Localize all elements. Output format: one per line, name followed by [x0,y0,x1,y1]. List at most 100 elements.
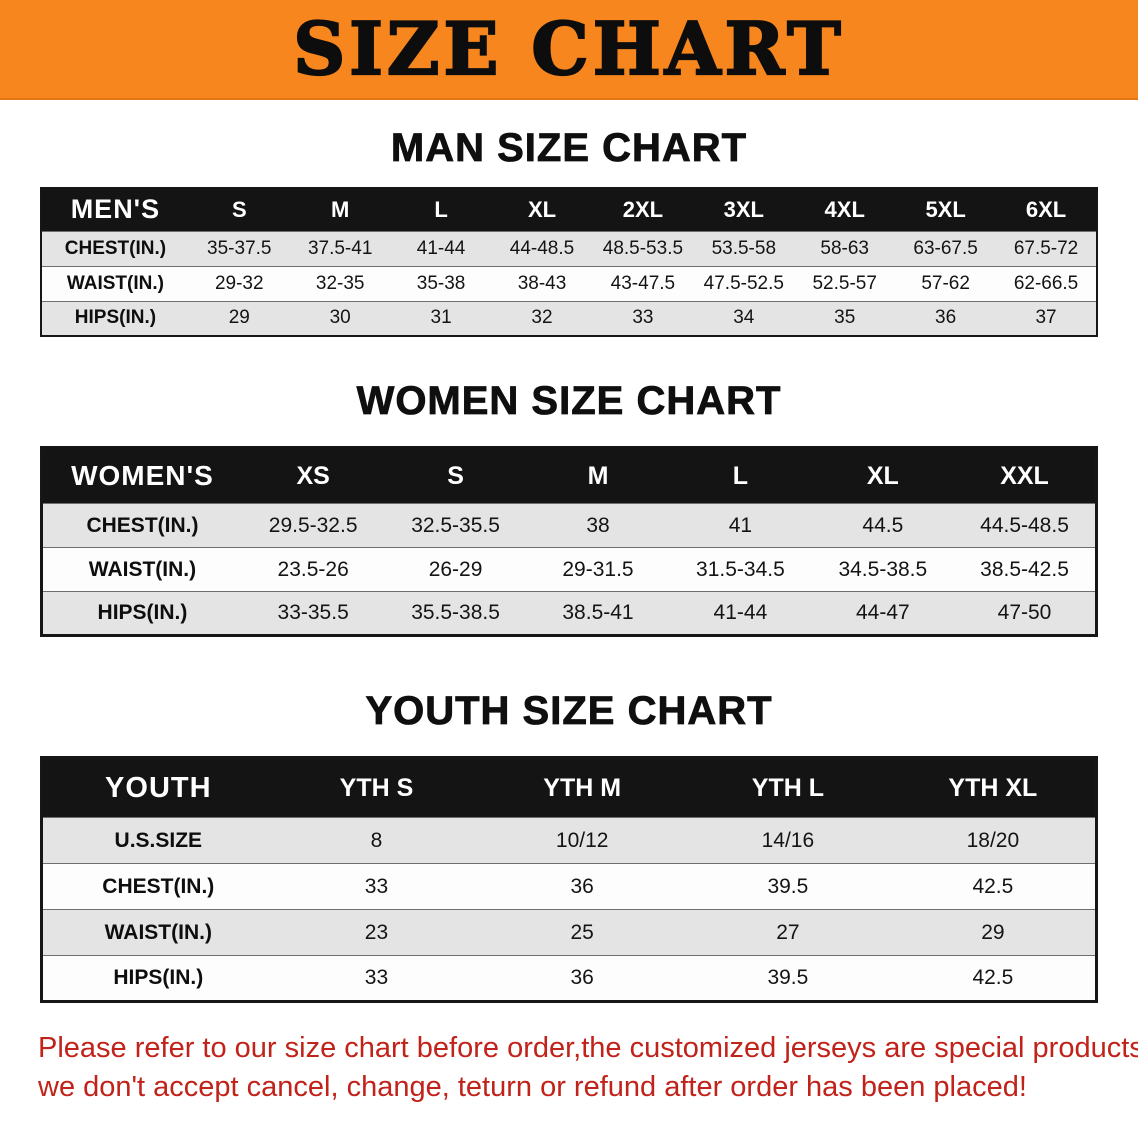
size-value-cell: 44-47 [855,601,910,624]
youth-section: YOUTH SIZE CHART YOUTH YTH S YTH M YTH L YTH… [0,689,1138,1003]
women-size-table: WOMEN'S XS S M L XL XXL CHEST(IN.) 29.5-32.5 32.5… [40,446,1098,637]
size-value-cell: 44.5-48.5 [980,513,1069,537]
size-value-cell: 35-37.5 [207,237,272,259]
size-column-header: 3XL [693,188,795,231]
size-value-cell: 39.5 [767,874,809,898]
size-value-cell: 33 [632,307,654,329]
men-size-table: MEN'S S M L XL 2XL 3XL 4XL 5XL 6XL CHEST(IN.) 35-37… [40,187,1098,337]
men-section: MAN SIZE CHART MEN'S S M L XL 2XL 3XL 4XL 5XL 6XL… [0,126,1138,337]
size-value-cell: 58-63 [820,237,870,259]
table-header-row: YOUTH YTH S YTH M YTH L YTH XL [41,757,1097,818]
size-value-cell: 31.5-34.5 [696,557,785,581]
size-value-cell: 44.5 [862,513,904,537]
size-column-header: 5XL [895,188,997,231]
size-value-cell: 38 [586,513,610,537]
banner: SIZE CHART [0,0,1138,100]
men-section-heading: MAN SIZE CHART [390,126,748,171]
size-value-cell: 39.5 [767,966,809,989]
size-value-cell: 44-48.5 [509,237,575,259]
size-value-cell: 29.5-32.5 [268,513,358,537]
size-value-cell: 35-38 [416,272,466,294]
youth-section-heading: YOUTH SIZE CHART [365,689,773,734]
size-value-cell: 32.5-35.5 [411,513,500,537]
measurement-row: U.S.SIZE 8 10/12 14/16 18/20 [41,817,1097,864]
size-column-header: XL [491,188,593,231]
measurement-row: WAIST(IN.) 23.5-26 26-29 29-31.5 31.5-34.5 34… [41,547,1097,592]
size-column-header: YTH XL [890,757,1097,818]
size-column-header: XS [241,447,385,504]
size-column-header: S [384,447,527,504]
size-column-header: 2XL [592,188,694,231]
size-value-cell: 53.5-58 [711,237,777,259]
size-value-cell: 33 [364,966,389,989]
row-label: CHEST(IN.) [86,513,199,537]
size-value-cell: 33-35.5 [277,601,349,624]
size-value-cell: 29 [228,307,250,329]
size-value-cell: 38-43 [517,272,567,294]
size-column-header: S [188,188,290,231]
size-value-cell: 27 [776,920,800,944]
notice-line-1: Please refer to our size chart before or… [38,1032,1138,1064]
size-value-cell: 29 [981,920,1005,944]
size-column-header: XXL [954,447,1097,504]
row-label: CHEST(IN.) [64,237,167,259]
size-value-cell: 14/16 [761,828,815,852]
table-header-row: MEN'S S M L XL 2XL 3XL 4XL 5XL 6XL [41,188,1097,231]
measurement-row: CHEST(IN.) 29.5-32.5 32.5-35.5 38 41 44.5 44.5… [41,503,1097,548]
measurement-row: CHEST(IN.) 33 36 39.5 42.5 [41,863,1097,910]
size-value-cell: 37.5-41 [307,237,373,259]
size-value-cell: 10/12 [555,828,609,852]
measurement-row: WAIST(IN.) 23 25 27 29 [41,909,1097,956]
size-value-cell: 36 [570,874,594,898]
size-value-cell: 37 [1035,307,1057,329]
measurement-row: HIPS(IN.) 29 30 31 32 33 34 35 36 37 [41,301,1097,336]
size-value-cell: 23.5-26 [277,557,349,581]
row-label: CHEST(IN.) [102,874,215,898]
size-value-cell: 41 [728,513,753,537]
size-column-header: YTH S [273,757,480,818]
size-value-cell: 29-32 [214,272,264,294]
youth-size-table: YOUTH YTH S YTH M YTH L YTH XL U.S.SIZE 8 10/12… [40,756,1098,1003]
women-section-heading: WOMEN SIZE CHART [356,379,782,424]
size-value-cell: 33 [364,874,389,898]
size-column-header: 6XL [996,188,1097,231]
size-column-header: 4XL [794,188,896,231]
size-value-cell: 35 [834,307,856,329]
size-value-cell: 32-35 [315,272,365,294]
size-value-cell: 32 [531,307,553,329]
women-section: WOMEN SIZE CHART WOMEN'S XS S M L XL XXL CHEST(… [0,379,1138,637]
row-label: U.S.SIZE [114,828,203,852]
size-column-header: L [669,447,812,504]
measurement-row: CHEST(IN.) 35-37.5 37.5-41 41-44 44-48.5 48.5… [41,231,1097,266]
size-value-cell: 43-47.5 [610,272,676,294]
size-value-cell: 34.5-38.5 [838,557,928,581]
table-corner-label: WOMEN'S [41,447,242,504]
footer-notice: Please refer to our size chart before or… [38,1029,1138,1107]
size-value-cell: 26-29 [428,557,483,581]
size-value-cell: 57-62 [921,272,970,294]
size-value-cell: 41-44 [713,601,768,624]
size-value-cell: 38.5-42.5 [980,557,1069,581]
size-value-cell: 42.5 [972,966,1014,989]
size-value-cell: 62-66.5 [1013,272,1079,294]
size-value-cell: 47-50 [997,601,1052,624]
size-value-cell: 18/20 [966,828,1020,852]
size-column-header: L [390,188,492,231]
measurement-row: WAIST(IN.) 29-32 32-35 35-38 38-43 43-47.5 47.… [41,266,1097,301]
size-value-cell: 8 [370,828,383,852]
size-value-cell: 25 [570,920,594,944]
size-column-header: M [526,447,670,504]
size-value-cell: 48.5-53.5 [602,237,684,259]
notice-line-2: we don't accept cancel, change, teturn o… [38,1071,1027,1104]
table-corner-label: YOUTH [41,757,274,818]
row-label: HIPS(IN.) [113,966,204,989]
size-value-cell: 38.5-41 [562,601,634,624]
size-column-header: XL [811,447,955,504]
size-value-cell: 47.5-52.5 [703,272,784,294]
size-value-cell: 52.5-57 [812,272,877,294]
table-corner-label: MEN'S [41,188,189,231]
size-column-header: M [289,188,391,231]
size-value-cell: 35.5-38.5 [411,601,500,624]
size-value-cell: 23 [364,920,389,944]
